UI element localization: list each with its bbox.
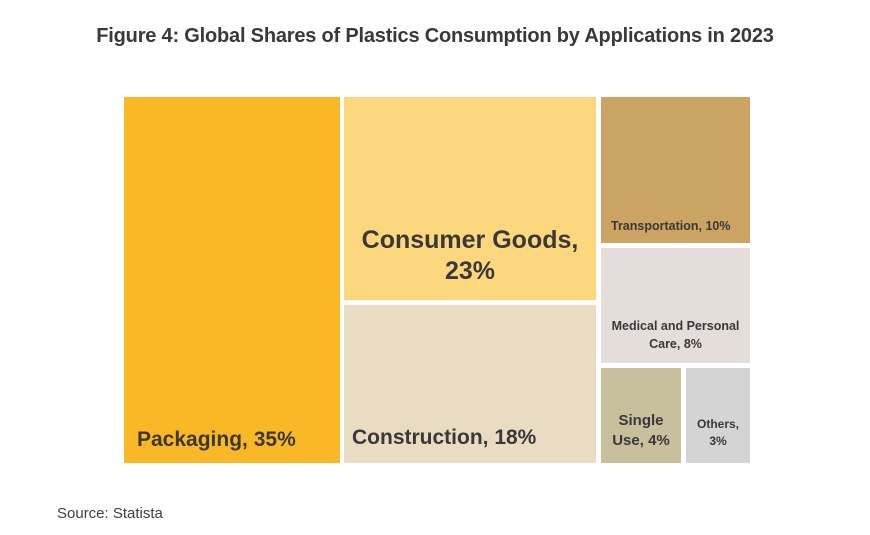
treemap-tile-single-use: Single Use, 4% (601, 368, 681, 463)
treemap-tile-transportation: Transportation, 10% (601, 97, 750, 243)
tile-label-consumer-goods: Consumer Goods, 23% (344, 225, 596, 287)
source-note: Source: Statista (57, 505, 163, 522)
treemap-tile-consumer-goods: Consumer Goods, 23% (344, 97, 596, 300)
treemap-tile-packaging: Packaging, 35% (124, 97, 340, 463)
treemap-tile-medical-and-personal-care: Medical and Personal Care, 8% (601, 248, 750, 363)
label-line: Others, (696, 417, 739, 431)
tile-label-transportation: Transportation, 10% (611, 219, 731, 233)
tile-label-packaging: Packaging, 35% (137, 428, 296, 451)
label-line: Care, 8% (649, 337, 702, 351)
label-line: 23% (444, 257, 496, 285)
figure-title: Figure 4: Global Shares of Plastics Cons… (96, 25, 774, 47)
label-line: Use, 4% (612, 432, 670, 449)
label-line: 3% (709, 434, 727, 448)
label-line: Single (618, 412, 664, 429)
treemap-tile-construction: Construction, 18% (344, 305, 596, 463)
tile-label-medical-and-personal-care: Medical and Personal Care, 8% (601, 317, 750, 353)
treemap-tile-others: Others, 3% (686, 368, 750, 463)
label-line: Consumer Goods, (361, 226, 579, 254)
tile-label-single-use: Single Use, 4% (601, 411, 681, 451)
tile-label-construction: Construction, 18% (352, 426, 537, 449)
label-line: Medical and Personal (611, 319, 740, 333)
tile-label-others: Others, 3% (686, 416, 750, 450)
